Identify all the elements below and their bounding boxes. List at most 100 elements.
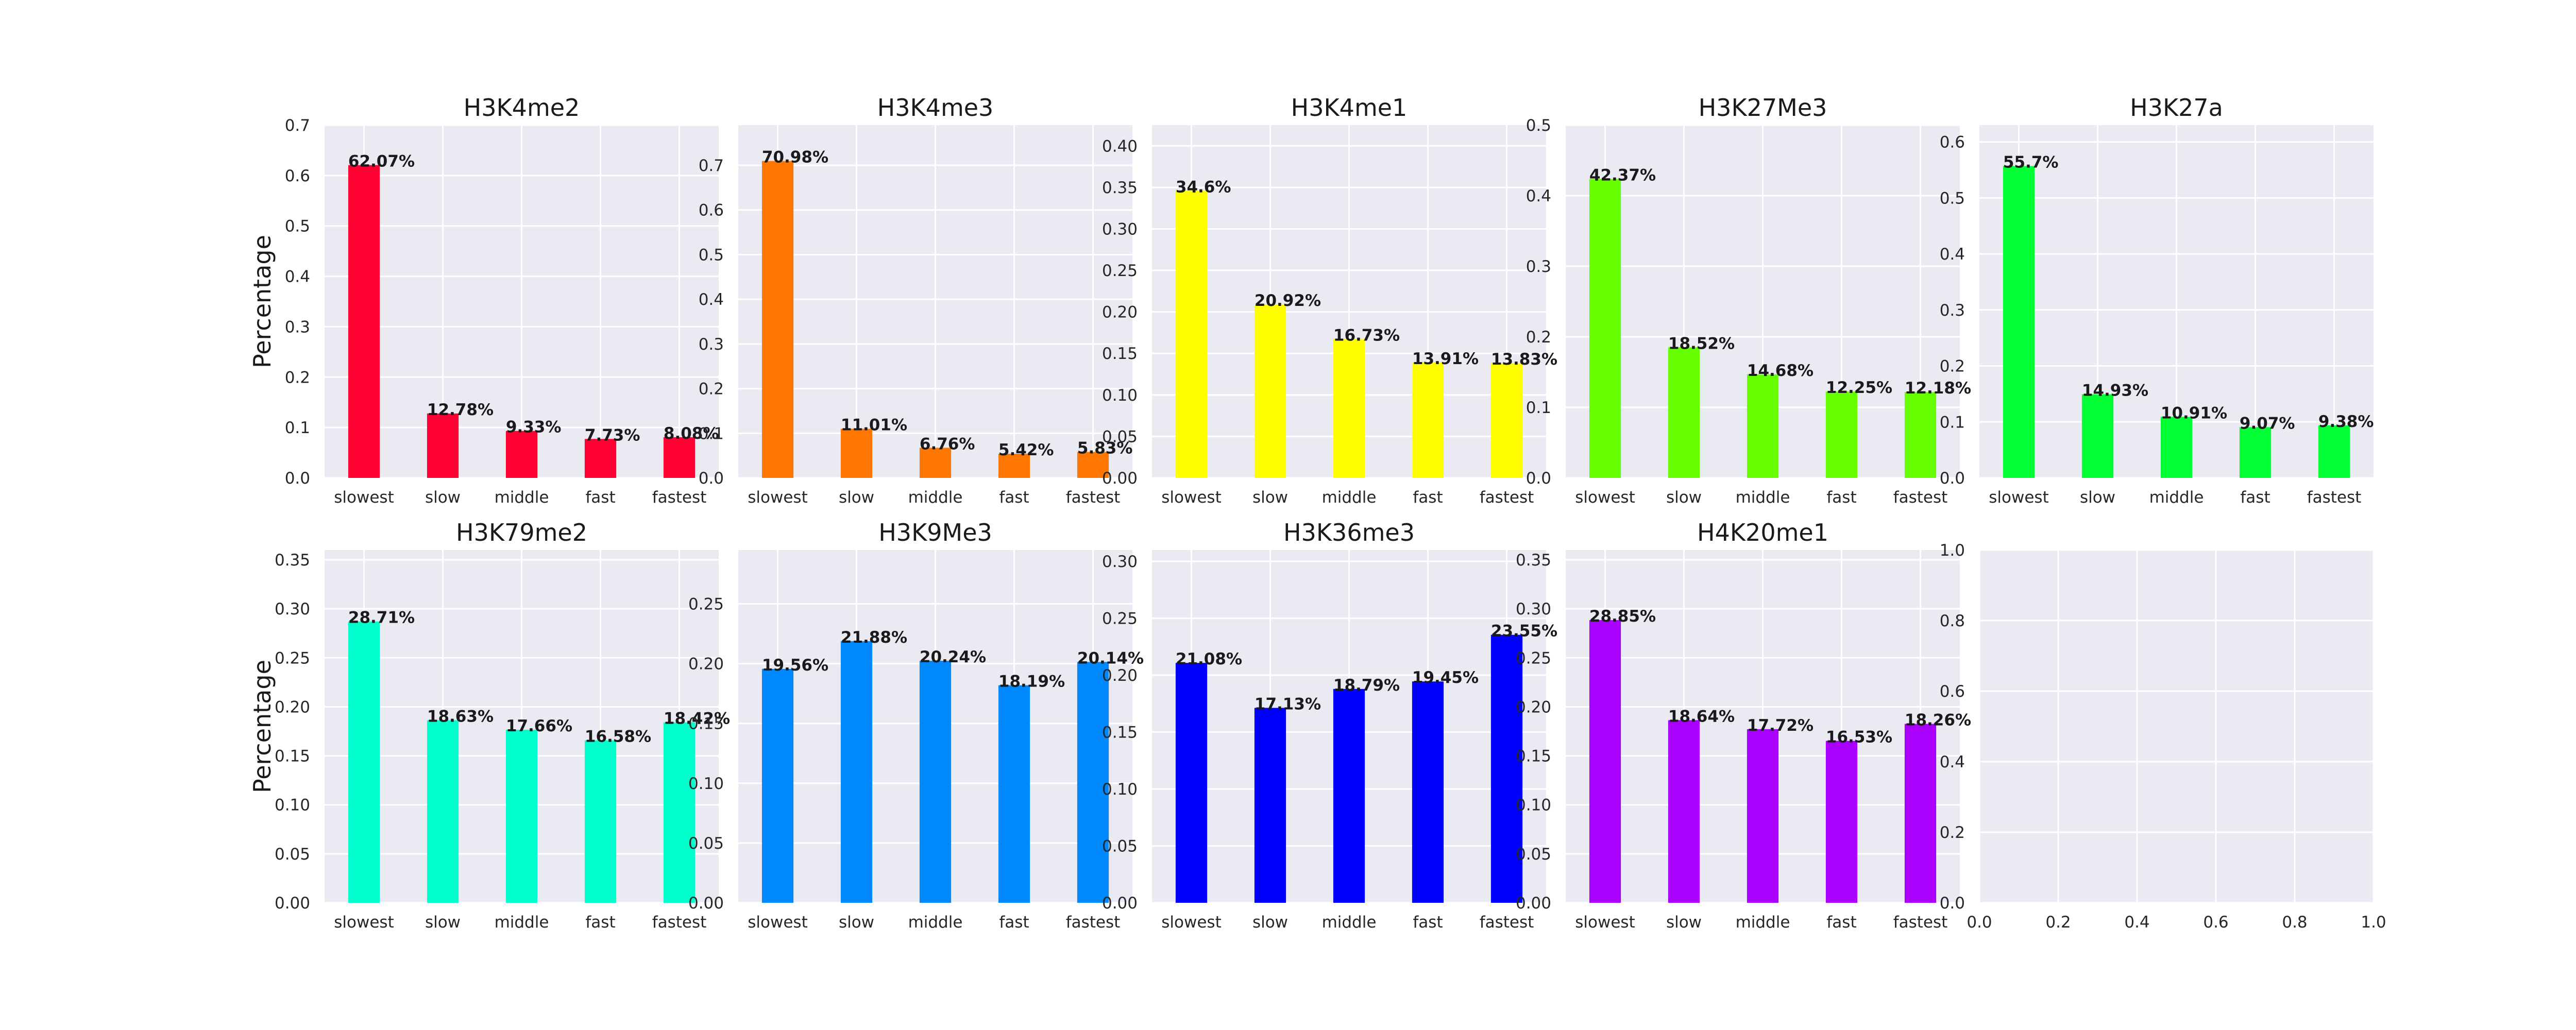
subplot-3: 0.0 0.1 0.2 0.3 0.4 0.5 42.37% 18.52% 14.68% 12.2… bbox=[1526, 94, 1971, 507]
y-tick-label: 1.0 bbox=[1940, 541, 1965, 560]
x-tick-label: slow bbox=[839, 913, 874, 932]
bar-middle bbox=[505, 431, 538, 478]
x-tick-label: slowest bbox=[1161, 913, 1221, 932]
x-tick-label: fast bbox=[999, 913, 1029, 932]
bar-fastest bbox=[1490, 634, 1523, 903]
bar-value-label: 18.64% bbox=[1668, 707, 1735, 726]
x-tick-label: fastest bbox=[652, 913, 707, 932]
bar-fast bbox=[1412, 362, 1444, 478]
bar-value-label: 14.93% bbox=[2082, 382, 2148, 400]
y-tick-label: 0.4 bbox=[285, 268, 310, 286]
bar-slow bbox=[1668, 720, 1700, 903]
y-tick-label: 0.25 bbox=[1102, 610, 1138, 628]
y-tick-label: 0.10 bbox=[1102, 780, 1138, 799]
x-tick-label: fast bbox=[2240, 488, 2270, 507]
x-tick-label: middle bbox=[1736, 488, 1790, 507]
x-tick-label: fast bbox=[585, 913, 615, 932]
bar-value-label: 17.66% bbox=[506, 717, 572, 735]
x-tick-label: fast bbox=[1826, 488, 1856, 507]
y-axis-label: Percentage bbox=[248, 660, 276, 793]
x-tick-label: slow bbox=[2080, 488, 2115, 507]
subplot-7: 0.00 0.05 0.10 0.15 0.20 0.25 0.30 21.08% 17.13%… bbox=[1102, 519, 1557, 932]
x-tick-label: fastest bbox=[1066, 488, 1121, 507]
y-tick-label: 0.25 bbox=[688, 595, 724, 613]
x-tick-label: slowest bbox=[1989, 488, 2048, 507]
y-tick-label: 0.6 bbox=[285, 167, 310, 185]
bar-fast bbox=[584, 740, 617, 903]
bar-value-label: 9.38% bbox=[2318, 413, 2374, 431]
y-tick-label: 0.2 bbox=[285, 368, 310, 387]
bar-slowest bbox=[1175, 191, 1208, 478]
bar-slowest bbox=[1175, 663, 1208, 903]
y-tick-label: 0.20 bbox=[688, 655, 724, 674]
bar-value-label: 9.33% bbox=[506, 418, 562, 437]
x-tick-label: middle bbox=[2149, 488, 2204, 507]
y-tick-label: 0.05 bbox=[1102, 427, 1138, 446]
bar-middle bbox=[505, 729, 538, 903]
bar-fast bbox=[998, 454, 1030, 478]
bar-value-label: 9.07% bbox=[2240, 414, 2295, 433]
bar-middle bbox=[2160, 417, 2193, 478]
bar-value-label: 18.26% bbox=[1905, 711, 1971, 730]
x-tick-label: slowest bbox=[1161, 488, 1221, 507]
bar-value-label: 7.73% bbox=[585, 426, 640, 444]
subplot-title: H3K27Me3 bbox=[1699, 94, 1827, 122]
bar-value-label: 28.71% bbox=[348, 609, 415, 627]
y-tick-label: 0.3 bbox=[699, 335, 724, 354]
bar-fastest bbox=[663, 722, 696, 903]
bar-slowest bbox=[761, 668, 794, 903]
subplot-8: 0.00 0.05 0.10 0.15 0.20 0.25 0.30 0.35 28.85% 18… bbox=[1516, 519, 1971, 932]
bar-value-label: 19.56% bbox=[762, 656, 828, 675]
y-tick-label: 0.00 bbox=[1516, 894, 1551, 913]
y-tick-label: 0.05 bbox=[1102, 837, 1138, 856]
subplot-0: 0.0 0.1 0.2 0.3 0.4 0.5 0.6 0.7 62.07% 12.78% 9.33… bbox=[248, 94, 719, 507]
bar-value-label: 14.68% bbox=[1747, 362, 1814, 380]
bar-fastest bbox=[2318, 425, 2350, 478]
x-tick-label: 0.2 bbox=[2045, 913, 2071, 932]
y-tick-label: 0.30 bbox=[1516, 600, 1551, 619]
y-tick-label: 0.05 bbox=[688, 834, 724, 853]
bar-slow bbox=[840, 428, 873, 478]
bar-slowest bbox=[348, 165, 380, 478]
x-tick-label: fast bbox=[1413, 488, 1443, 507]
y-tick-label: 0.00 bbox=[275, 894, 310, 913]
y-tick-label: 0.10 bbox=[688, 775, 724, 793]
bar-fast bbox=[584, 439, 617, 478]
bar-fast bbox=[1412, 681, 1444, 903]
bar-value-label: 12.25% bbox=[1826, 379, 1892, 397]
y-tick-label: 0.35 bbox=[275, 551, 310, 570]
bar-fastest bbox=[1077, 662, 1109, 903]
subplot-1: 0.0 0.1 0.2 0.3 0.4 0.5 0.6 0.7 70.98% 11.01% 6.76… bbox=[699, 94, 1133, 507]
bar-value-label: 18.79% bbox=[1333, 676, 1400, 695]
subplot-5: 0.00 0.05 0.10 0.15 0.20 0.25 0.30 0.35 28.71% 18… bbox=[248, 519, 730, 932]
x-tick-label: 0.0 bbox=[1967, 913, 1992, 932]
x-tick-label: slowest bbox=[334, 913, 394, 932]
y-tick-label: 0.4 bbox=[1526, 187, 1551, 205]
bar-middle bbox=[1333, 689, 1365, 903]
x-tick-label: slowest bbox=[1575, 913, 1635, 932]
x-tick-label: 0.6 bbox=[2203, 913, 2228, 932]
subplot-title: H4K20me1 bbox=[1697, 519, 1828, 546]
y-tick-label: 0.6 bbox=[1940, 682, 1965, 701]
x-tick-label: 0.4 bbox=[2124, 913, 2149, 932]
x-tick-label: fastest bbox=[652, 488, 707, 507]
y-tick-label: 0.35 bbox=[1516, 551, 1551, 570]
subplot-title: H3K9Me3 bbox=[878, 519, 992, 546]
subplot-2: 0.00 0.05 0.10 0.15 0.20 0.25 0.30 0.35 0.40 34.6… bbox=[1102, 94, 1557, 507]
bar-value-label: 20.24% bbox=[920, 648, 986, 666]
bar-fast bbox=[1825, 741, 1858, 903]
x-tick-label: middle bbox=[908, 913, 963, 932]
bar-fastest bbox=[1904, 392, 1937, 478]
y-tick-label: 0.1 bbox=[1526, 399, 1551, 417]
bar-slow bbox=[1668, 347, 1700, 478]
bar-value-label: 28.85% bbox=[1589, 607, 1656, 626]
bar-value-label: 20.92% bbox=[1255, 291, 1321, 310]
y-tick-label: 0.15 bbox=[688, 715, 724, 733]
y-tick-label: 0.5 bbox=[285, 217, 310, 236]
plot-background bbox=[1979, 550, 2374, 903]
y-tick-label: 0.20 bbox=[275, 698, 310, 716]
x-tick-label: slow bbox=[1666, 488, 1702, 507]
subplot-9: 0.0 0.2 0.4 0.6 0.8 1.0 0.0 0.2 0.4 0.6 0.8 1.0 bbox=[1940, 541, 2386, 932]
bar-value-label: 18.52% bbox=[1668, 334, 1735, 353]
